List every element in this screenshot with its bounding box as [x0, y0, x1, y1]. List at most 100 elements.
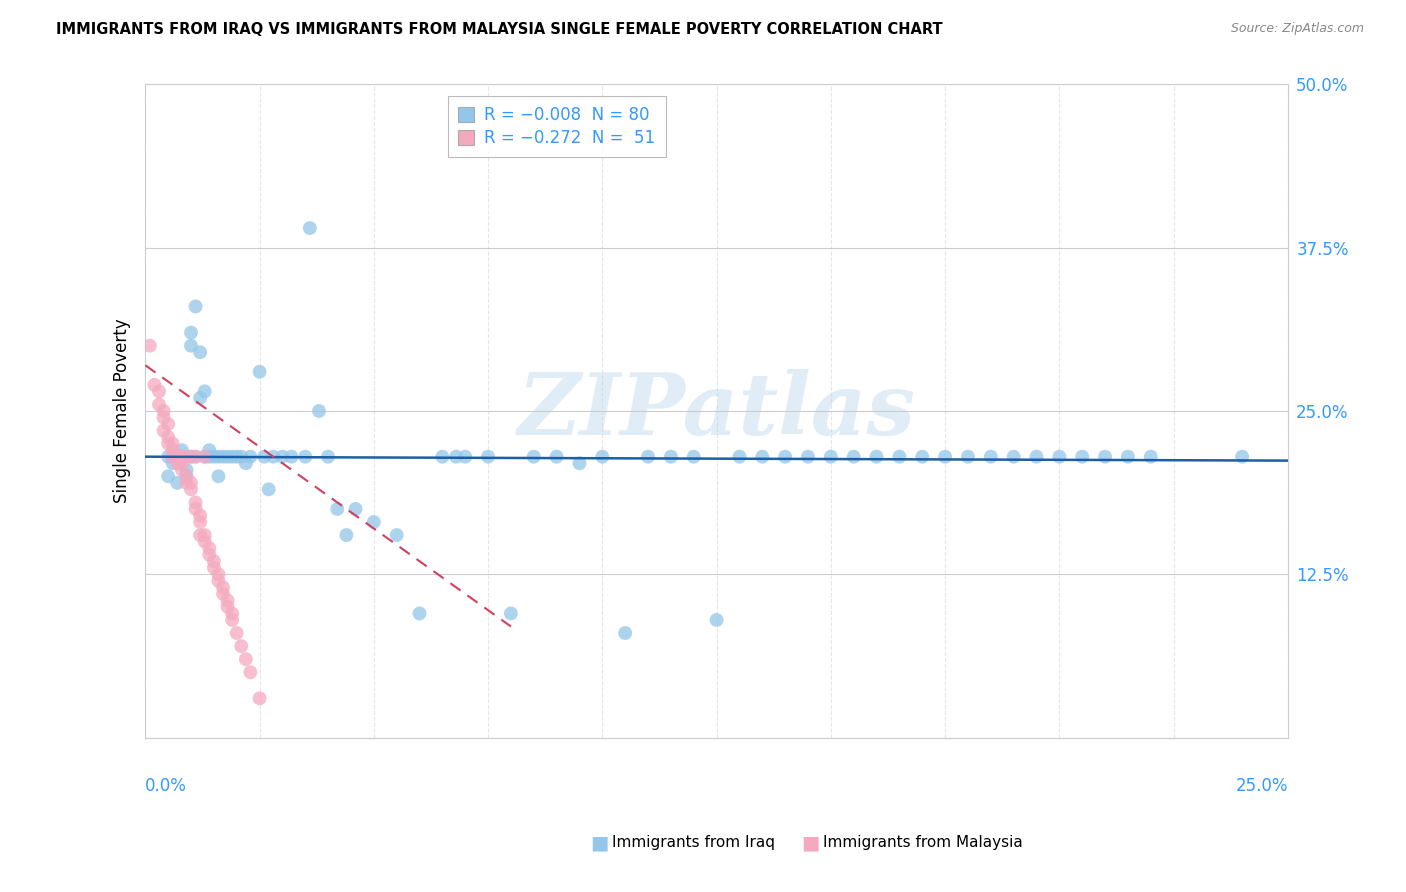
Point — [751, 450, 773, 464]
Point — [157, 450, 180, 464]
Point — [231, 639, 253, 653]
Point — [207, 574, 229, 588]
Point — [212, 450, 235, 464]
Point — [166, 475, 188, 490]
Point — [166, 450, 188, 464]
Point — [170, 450, 193, 464]
Point — [225, 626, 247, 640]
Text: Immigrants from Malaysia: Immigrants from Malaysia — [823, 836, 1022, 850]
Point — [170, 463, 193, 477]
Point — [198, 450, 221, 464]
Point — [198, 548, 221, 562]
Point — [842, 450, 865, 464]
Point — [637, 450, 659, 464]
Point — [188, 515, 211, 529]
Point — [207, 567, 229, 582]
Point — [166, 450, 188, 464]
Point — [326, 502, 349, 516]
Point — [143, 377, 166, 392]
Point — [221, 607, 243, 621]
Point — [148, 397, 170, 411]
Text: Immigrants from Iraq: Immigrants from Iraq — [612, 836, 775, 850]
Point — [432, 450, 454, 464]
Point — [212, 587, 235, 601]
Point — [212, 580, 235, 594]
Point — [176, 463, 198, 477]
Point — [194, 534, 217, 549]
Point — [162, 450, 184, 464]
Point — [499, 607, 522, 621]
Point — [454, 450, 477, 464]
Point — [546, 450, 568, 464]
Point — [568, 456, 591, 470]
Point — [682, 450, 704, 464]
Point — [363, 515, 385, 529]
Y-axis label: Single Female Poverty: Single Female Poverty — [114, 318, 131, 503]
Point — [280, 450, 302, 464]
Point — [239, 450, 262, 464]
Point — [249, 691, 271, 706]
Point — [911, 450, 934, 464]
Point — [217, 599, 239, 614]
Point — [980, 450, 1002, 464]
Point — [523, 450, 546, 464]
Point — [184, 502, 207, 516]
Point — [271, 450, 294, 464]
Point — [253, 450, 276, 464]
Legend: R = −0.008  N = 80, R = −0.272  N =  51: R = −0.008 N = 80, R = −0.272 N = 51 — [447, 96, 665, 157]
Point — [180, 483, 202, 497]
Point — [166, 450, 188, 464]
Point — [176, 469, 198, 483]
Point — [152, 410, 174, 425]
Point — [157, 436, 180, 450]
Point — [162, 436, 184, 450]
Point — [1094, 450, 1116, 464]
Point — [1047, 450, 1070, 464]
Point — [1025, 450, 1047, 464]
Point — [344, 502, 367, 516]
Point — [956, 450, 979, 464]
Point — [207, 469, 229, 483]
Point — [797, 450, 820, 464]
Point — [308, 404, 330, 418]
Text: IMMIGRANTS FROM IRAQ VS IMMIGRANTS FROM MALAYSIA SINGLE FEMALE POVERTY CORRELATI: IMMIGRANTS FROM IRAQ VS IMMIGRANTS FROM … — [56, 22, 943, 37]
Point — [202, 560, 225, 574]
Point — [157, 417, 180, 431]
Point — [728, 450, 751, 464]
Point — [170, 450, 193, 464]
Point — [614, 626, 637, 640]
Point — [188, 345, 211, 359]
Text: 0.0%: 0.0% — [145, 777, 187, 795]
Point — [865, 450, 887, 464]
Point — [170, 443, 193, 458]
Point — [198, 443, 221, 458]
Point — [194, 450, 217, 464]
Point — [235, 652, 257, 666]
Point — [385, 528, 408, 542]
Text: ZIPatlas: ZIPatlas — [517, 369, 915, 453]
Point — [176, 475, 198, 490]
Point — [184, 300, 207, 314]
Point — [1139, 450, 1161, 464]
Point — [706, 613, 728, 627]
Point — [152, 424, 174, 438]
Point — [157, 430, 180, 444]
Point — [194, 384, 217, 399]
Point — [477, 450, 499, 464]
Point — [180, 475, 202, 490]
Text: 25.0%: 25.0% — [1236, 777, 1288, 795]
Point — [202, 554, 225, 568]
Point — [176, 469, 198, 483]
Point — [235, 456, 257, 470]
Point — [184, 450, 207, 464]
Point — [659, 450, 682, 464]
Point — [180, 450, 202, 464]
Point — [249, 365, 271, 379]
Point — [1002, 450, 1025, 464]
Text: ■: ■ — [801, 833, 820, 853]
Point — [188, 508, 211, 523]
Point — [170, 456, 193, 470]
Point — [591, 450, 613, 464]
Point — [262, 450, 284, 464]
Point — [180, 339, 202, 353]
